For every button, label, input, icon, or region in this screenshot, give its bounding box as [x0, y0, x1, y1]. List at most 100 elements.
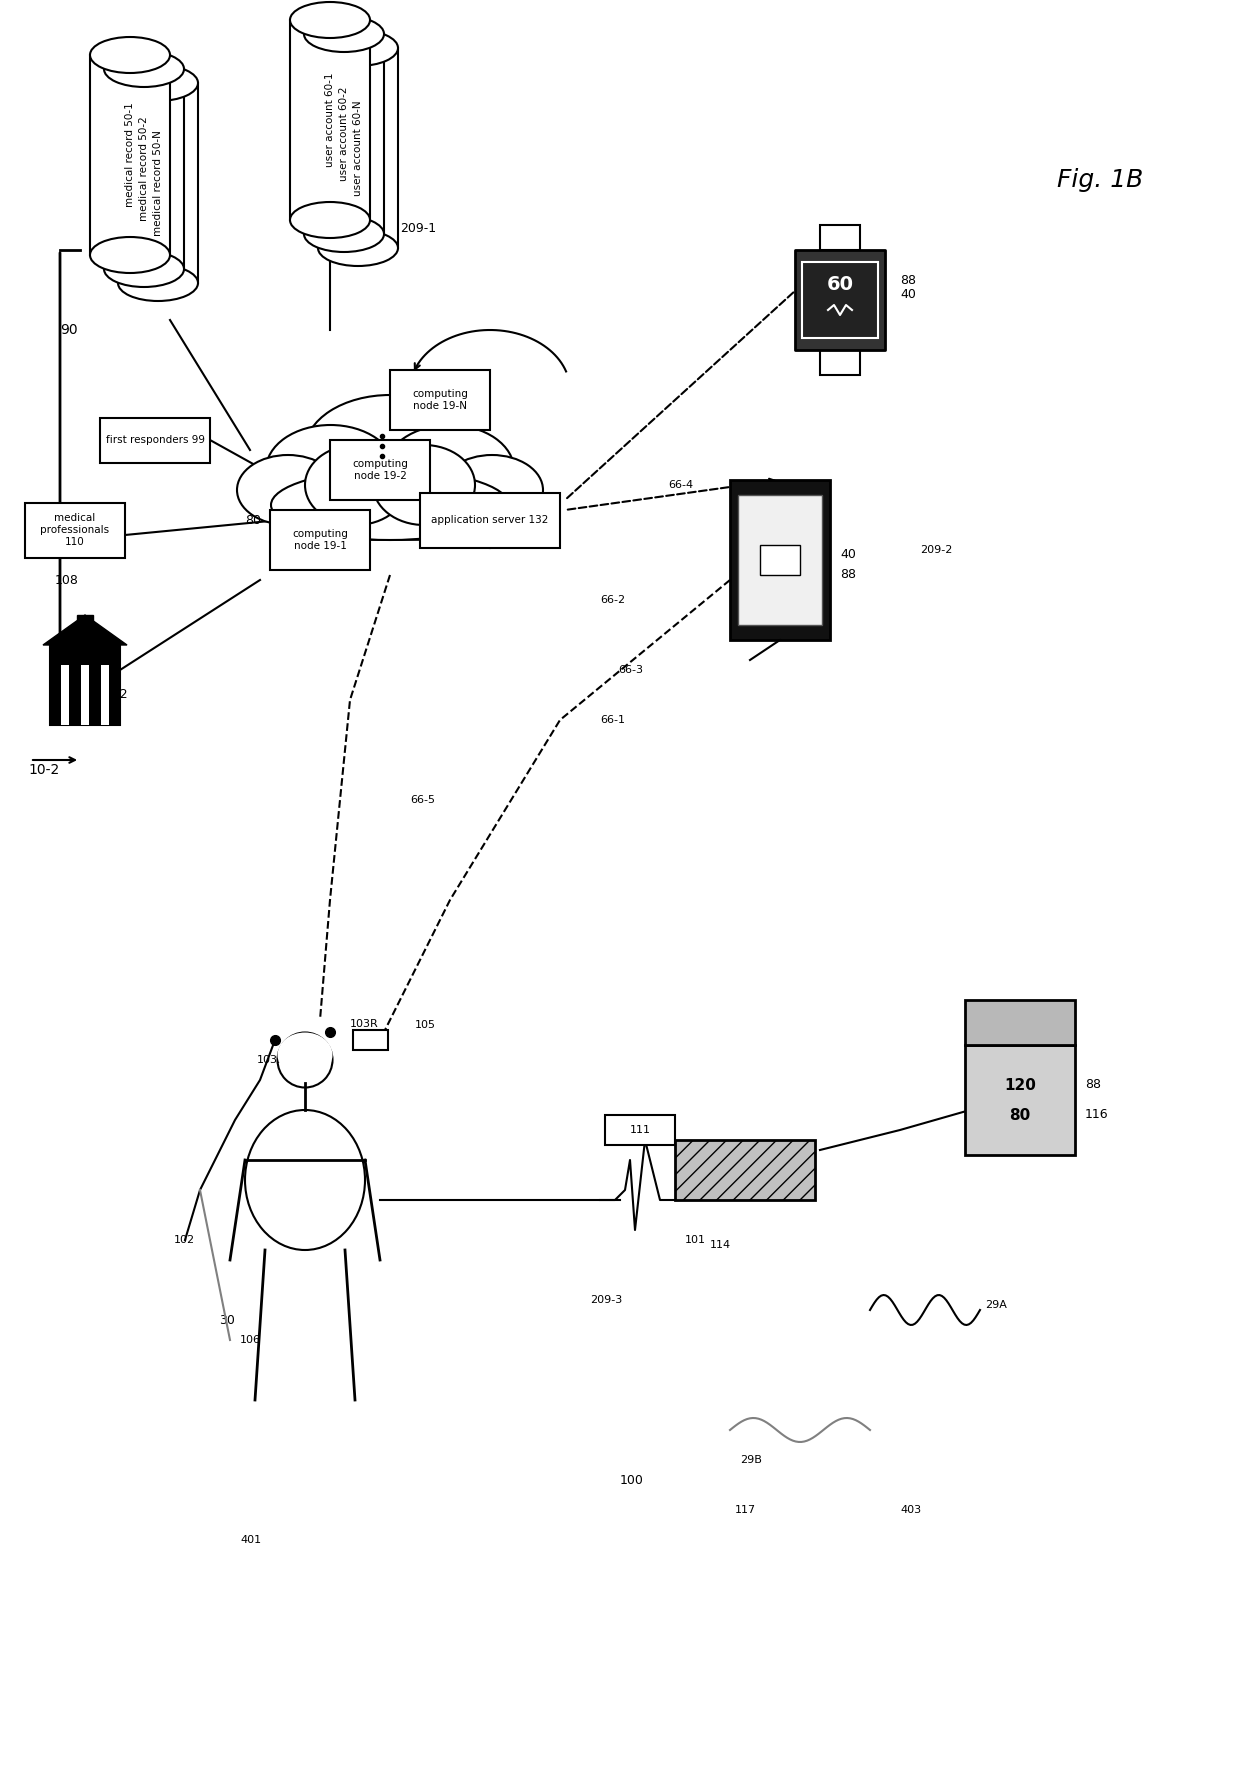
Text: 66-1: 66-1	[600, 714, 625, 725]
Bar	[352, 1031, 387, 1050]
Text: computing
node 19-1: computing node 19-1	[293, 529, 348, 550]
Text: 40: 40	[900, 289, 916, 302]
Text: 29B: 29B	[740, 1456, 761, 1465]
Text: 116: 116	[1085, 1109, 1109, 1122]
Text: 103L: 103L	[257, 1056, 284, 1064]
Text: 209-1: 209-1	[401, 221, 436, 234]
Ellipse shape	[290, 202, 370, 238]
Text: 88: 88	[900, 273, 916, 286]
Bar	[50, 645, 120, 725]
Bar	[304, 34, 384, 234]
Text: 80: 80	[1009, 1107, 1030, 1122]
Bar	[391, 370, 490, 430]
Text: 403: 403	[900, 1506, 921, 1515]
Text: 66-2: 66-2	[600, 595, 625, 605]
Text: computing
node 19-N: computing node 19-N	[412, 389, 467, 411]
Text: 105: 105	[415, 1020, 436, 1031]
Text: 107-2: 107-2	[730, 480, 763, 489]
Text: 117: 117	[735, 1506, 756, 1515]
Text: first responders 99: first responders 99	[105, 436, 205, 445]
Ellipse shape	[104, 252, 184, 288]
Bar	[61, 664, 69, 725]
Bar	[605, 1114, 675, 1145]
Polygon shape	[43, 614, 126, 645]
Text: 120: 120	[1004, 1077, 1035, 1093]
Bar	[91, 55, 170, 255]
Text: 80: 80	[246, 514, 260, 527]
Ellipse shape	[104, 52, 184, 88]
Text: 209-3: 209-3	[590, 1295, 622, 1306]
Bar	[730, 480, 830, 639]
Bar	[965, 1045, 1075, 1156]
Text: 112: 112	[105, 688, 129, 702]
Bar	[330, 439, 430, 500]
Text: 29A: 29A	[985, 1300, 1007, 1309]
Text: 88: 88	[1085, 1079, 1101, 1091]
Ellipse shape	[272, 470, 508, 539]
Text: 100: 100	[620, 1473, 644, 1486]
Bar	[317, 48, 398, 248]
Text: 103R: 103R	[350, 1020, 378, 1029]
Text: 66-5: 66-5	[410, 795, 435, 805]
Bar	[795, 250, 885, 350]
Ellipse shape	[290, 2, 370, 38]
Text: medical record 50-1: medical record 50-1	[125, 102, 135, 207]
Text: medical
professionals
110: medical professionals 110	[41, 513, 109, 547]
Bar	[100, 418, 210, 463]
Bar	[820, 225, 861, 250]
Bar	[81, 664, 89, 725]
Bar	[760, 545, 800, 575]
Ellipse shape	[373, 445, 475, 525]
Bar	[675, 1139, 815, 1200]
Text: 102: 102	[174, 1234, 195, 1245]
Bar	[270, 511, 370, 570]
Text: 101: 101	[684, 1234, 706, 1245]
Ellipse shape	[278, 1032, 332, 1077]
Text: 106: 106	[241, 1334, 260, 1345]
Polygon shape	[77, 614, 93, 645]
Text: 114: 114	[709, 1239, 730, 1250]
Ellipse shape	[118, 64, 198, 102]
Ellipse shape	[237, 455, 339, 525]
Bar	[965, 1000, 1075, 1045]
Text: medical record 50-2: medical record 50-2	[139, 116, 149, 221]
Ellipse shape	[305, 445, 407, 525]
Bar	[802, 263, 878, 338]
Ellipse shape	[384, 425, 515, 514]
Ellipse shape	[91, 38, 170, 73]
Text: 88: 88	[839, 568, 856, 582]
Text: 209-2: 209-2	[920, 545, 952, 555]
Bar	[118, 82, 198, 282]
Bar	[820, 350, 861, 375]
Text: 60: 60	[827, 275, 853, 295]
Text: Fig. 1B: Fig. 1B	[1056, 168, 1143, 193]
Ellipse shape	[304, 216, 384, 252]
Text: 30: 30	[219, 1313, 236, 1327]
Bar	[104, 70, 184, 270]
Bar	[25, 502, 125, 557]
Text: user account 60-2: user account 60-2	[339, 88, 348, 180]
Bar	[738, 495, 822, 625]
Bar	[100, 664, 109, 725]
Ellipse shape	[118, 264, 198, 302]
Text: 401: 401	[241, 1534, 262, 1545]
Ellipse shape	[265, 425, 396, 514]
Text: 10-2: 10-2	[29, 763, 60, 777]
Ellipse shape	[305, 395, 475, 505]
Ellipse shape	[317, 230, 398, 266]
Text: 108: 108	[55, 573, 79, 586]
Text: medical record 50-N: medical record 50-N	[153, 130, 162, 236]
Ellipse shape	[317, 30, 398, 66]
Ellipse shape	[91, 238, 170, 273]
Text: 66-3: 66-3	[618, 664, 644, 675]
Text: 107-1: 107-1	[730, 530, 763, 539]
Text: computing
node 19-2: computing node 19-2	[352, 459, 408, 480]
Bar	[420, 493, 560, 548]
Ellipse shape	[304, 16, 384, 52]
Text: user account 60-1: user account 60-1	[325, 73, 335, 168]
Ellipse shape	[441, 455, 543, 525]
Text: 40: 40	[839, 548, 856, 561]
Text: 66-4: 66-4	[668, 480, 693, 489]
Text: application server 132: application server 132	[432, 514, 548, 525]
Text: 90: 90	[60, 323, 78, 338]
